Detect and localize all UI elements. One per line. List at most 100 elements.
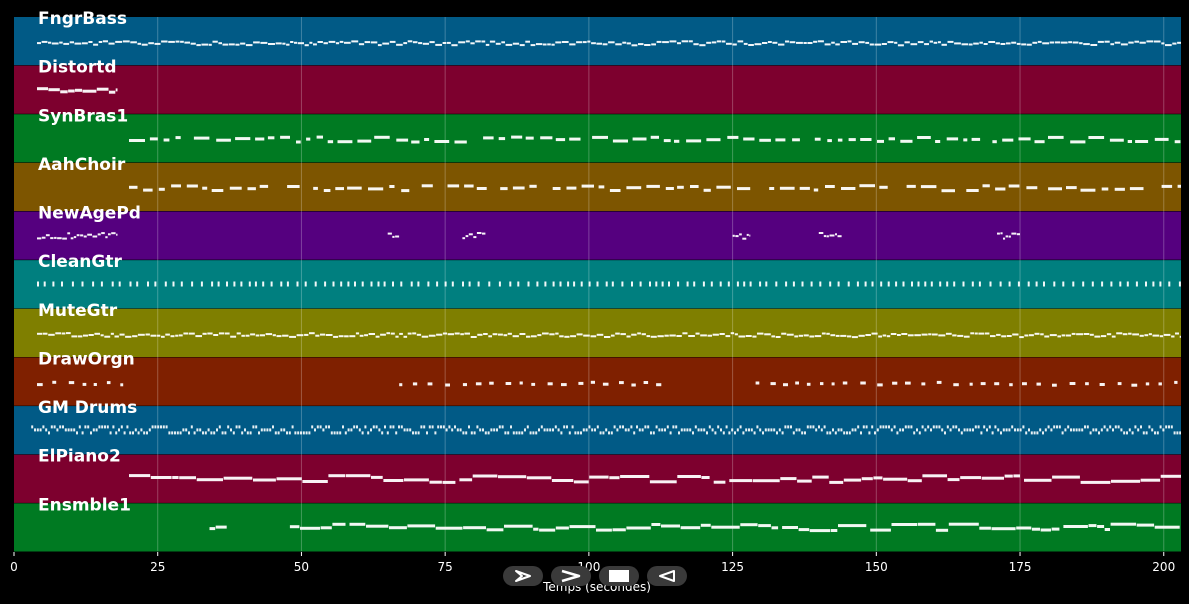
note-mark [990, 335, 996, 338]
note-mark [829, 281, 832, 287]
note-mark [48, 333, 55, 336]
note-mark [1152, 281, 1155, 287]
note-mark [981, 476, 1004, 480]
note-mark [713, 480, 726, 484]
note-mark [470, 336, 477, 338]
note-mark [652, 431, 655, 435]
note-mark [537, 334, 542, 337]
note-mark [890, 333, 897, 335]
note-mark [995, 187, 1006, 191]
track-notes [129, 184, 1181, 193]
note-mark [636, 425, 638, 429]
note-mark [245, 44, 253, 47]
note-mark [210, 431, 213, 435]
note-mark [476, 232, 482, 234]
note-mark [732, 234, 735, 237]
note-mark [216, 138, 231, 142]
note-mark [1068, 41, 1072, 44]
note-mark [605, 428, 608, 432]
track-label: CleanGtr [38, 252, 122, 272]
note-mark [383, 281, 386, 287]
note-mark [507, 431, 510, 435]
note-mark [498, 281, 501, 287]
note-mark [1144, 334, 1149, 337]
note-mark [570, 335, 576, 338]
note-mark [68, 89, 75, 93]
note-mark [504, 431, 507, 435]
note-mark [1151, 428, 1154, 432]
note-mark [375, 335, 380, 338]
stop-button[interactable] [599, 566, 639, 586]
play-forward-button[interactable] [503, 566, 543, 586]
note-mark [813, 40, 818, 43]
note-mark [304, 44, 309, 47]
note-mark [994, 382, 1000, 386]
note-mark [731, 428, 734, 432]
note-mark [1088, 136, 1105, 139]
note-mark [847, 40, 852, 43]
note-mark [933, 41, 938, 44]
note-mark [702, 281, 705, 287]
note-mark [620, 333, 626, 336]
note-marks [31, 40, 1181, 533]
note-mark [858, 41, 865, 44]
note-mark [539, 528, 556, 532]
note-mark [294, 41, 298, 44]
note-mark [792, 138, 800, 142]
note-mark [932, 333, 938, 336]
note-mark [738, 335, 746, 338]
note-mark [661, 524, 680, 528]
note-mark [184, 41, 190, 44]
rewind-button[interactable] [647, 566, 687, 586]
note-mark [809, 529, 830, 533]
note-mark [759, 281, 762, 287]
note-mark [874, 43, 882, 46]
note-mark [689, 40, 693, 43]
note-mark [1005, 428, 1008, 432]
note-mark [991, 431, 994, 435]
note-mark [882, 425, 885, 429]
note-mark [1037, 40, 1042, 43]
note-mark [338, 335, 344, 338]
note-mark [1153, 40, 1161, 43]
note-mark [1098, 431, 1100, 435]
note-mark [952, 425, 955, 429]
note-mark [947, 478, 960, 482]
note-mark [178, 334, 183, 337]
note-mark [826, 332, 830, 335]
track-notes [37, 281, 1181, 287]
note-mark [245, 334, 250, 337]
note-mark [980, 431, 983, 435]
note-mark [465, 235, 469, 238]
note-mark [686, 139, 702, 143]
note-mark [1061, 334, 1066, 337]
note-mark [477, 333, 483, 336]
note-mark [611, 281, 614, 287]
note-mark [954, 42, 961, 45]
note-mark [708, 425, 711, 429]
note-mark [720, 428, 722, 432]
note-mark [1145, 281, 1147, 287]
note-mark [1179, 431, 1181, 435]
note-mark [907, 334, 914, 337]
note-mark [403, 42, 408, 45]
note-mark [1097, 40, 1104, 43]
note-mark [313, 186, 318, 190]
note-mark [631, 333, 637, 336]
note-mark [190, 425, 193, 429]
note-mark [974, 332, 978, 335]
note-mark [649, 281, 651, 287]
note-mark [820, 382, 824, 386]
fast-forward-button[interactable] [551, 566, 591, 586]
note-mark [818, 425, 820, 429]
note-mark [84, 425, 87, 429]
note-mark [428, 334, 436, 337]
note-mark [921, 425, 924, 429]
note-mark [661, 281, 664, 287]
note-mark [104, 425, 106, 429]
note-mark [918, 431, 921, 435]
note-mark [171, 431, 174, 435]
note-mark [743, 137, 755, 141]
note-mark [827, 139, 832, 143]
note-mark [150, 476, 172, 479]
